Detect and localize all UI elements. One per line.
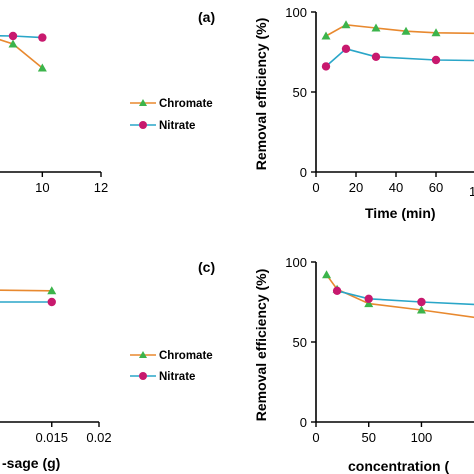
x-tick-label: 40 <box>389 180 403 195</box>
series-group <box>0 31 47 72</box>
y-axis-title-top-right: Removal efficiency (%) <box>253 18 269 171</box>
panel-label-a: (a) <box>198 9 215 25</box>
data-point-chromate <box>401 26 411 35</box>
x-tick-label: 60 <box>429 180 443 195</box>
data-point-nitrate <box>371 52 381 61</box>
legend-marker-chromate <box>139 99 147 106</box>
series-line-chromate <box>325 274 474 319</box>
series-group <box>0 286 57 307</box>
data-point-chromate <box>47 286 57 295</box>
data-point-chromate <box>322 270 332 279</box>
series-group <box>322 270 474 319</box>
x-axis-title-bottom-left: -sage (g) <box>2 455 60 471</box>
chart-top-left: 10 12 <box>0 31 108 195</box>
data-point-nitrate <box>364 294 373 303</box>
plot-layer: 10 12 0 20 40 60 0 50 100 0.015 0.02 0 50 100 0 50 100 <box>0 5 474 445</box>
x-tick-label: 0.015 <box>35 430 68 445</box>
series-line-nitrate <box>0 34 43 39</box>
x-tick-label: 20 <box>349 180 363 195</box>
data-point-chromate <box>37 63 47 72</box>
data-point-chromate <box>341 20 351 29</box>
series-line-chromate <box>0 289 52 292</box>
data-point-nitrate <box>431 55 441 65</box>
data-point-nitrate <box>341 44 351 53</box>
chart-top-right: 0 20 40 60 0 50 100 <box>285 5 474 195</box>
x-tick-label: 10 <box>35 180 49 195</box>
x-tick-label: 0 <box>312 180 319 195</box>
y-axis-title-bottom-right: Removal efficiency (%) <box>253 269 269 422</box>
x-tick-label: 0 <box>312 430 319 445</box>
data-point-nitrate <box>8 31 18 41</box>
data-point-nitrate <box>332 286 342 295</box>
data-point-nitrate <box>47 297 56 307</box>
data-point-nitrate <box>38 33 47 42</box>
y-tick-label: 0 <box>300 165 307 180</box>
chart-bottom-right: 0 50 100 0 50 100 <box>285 255 474 445</box>
legend-marker-chromate <box>139 351 147 358</box>
x-tick-label: 12 <box>94 180 108 195</box>
panel-label-c: (c) <box>198 259 215 275</box>
chart-bottom-left: 0.015 0.02 <box>0 286 112 445</box>
x-tick-label: 100 <box>411 430 433 445</box>
x-tick-label: 0.02 <box>86 430 111 445</box>
legend-bottom: Chromate Nitrate <box>130 350 213 383</box>
partial-tick-label: 1 <box>469 184 474 199</box>
x-tick-label: 50 <box>361 430 375 445</box>
legend-label-chromate: Chromate <box>159 350 213 362</box>
legend-label-nitrate: Nitrate <box>159 371 195 383</box>
data-point-nitrate <box>417 297 426 307</box>
data-point-chromate <box>416 305 426 314</box>
series-line-chromate <box>0 38 43 69</box>
y-tick-label: 50 <box>293 335 307 350</box>
data-point-nitrate <box>321 62 331 71</box>
x-axis-title-top-right: Time (min) <box>365 205 436 221</box>
data-point-chromate <box>431 28 441 37</box>
series-group <box>321 20 474 71</box>
legend-label-nitrate: Nitrate <box>159 120 195 132</box>
y-tick-label: 50 <box>293 85 307 100</box>
legend-top: Chromate Nitrate <box>130 98 213 132</box>
data-point-chromate <box>321 31 331 40</box>
data-point-chromate <box>364 299 374 308</box>
y-tick-label: 100 <box>285 5 307 20</box>
legend-marker-nitrate <box>139 121 147 129</box>
data-point-chromate <box>8 39 18 48</box>
series-line-nitrate <box>336 290 474 306</box>
x-axis-title-bottom-right: concentration ( <box>348 458 449 474</box>
legend-label-chromate: Chromate <box>159 98 213 110</box>
y-tick-label: 0 <box>300 415 307 430</box>
data-point-chromate <box>371 23 381 32</box>
legend-marker-nitrate <box>139 372 147 380</box>
y-tick-label: 100 <box>285 255 307 270</box>
